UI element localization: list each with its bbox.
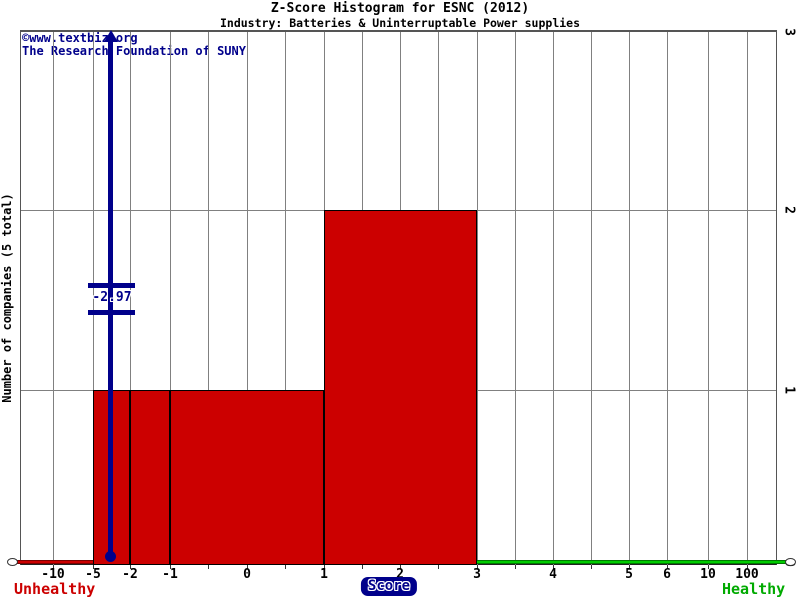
x-tick-label: 1 — [320, 567, 328, 582]
grid-line-vertical — [477, 32, 478, 565]
zscore-marker-bottom-cap — [88, 310, 135, 315]
axis-tick — [170, 565, 171, 569]
grid-line-vertical — [208, 32, 209, 565]
x-tick-label: 5 — [625, 567, 633, 582]
axis-tick — [324, 565, 325, 569]
axis-tick — [438, 565, 439, 569]
axis-tick — [667, 565, 668, 569]
grid-line-vertical — [591, 32, 592, 565]
x-tick-label: 4 — [549, 567, 557, 582]
axis-tick — [285, 565, 286, 569]
grid-line-vertical — [130, 32, 131, 565]
grid-line-vertical — [53, 32, 54, 565]
axis-tick — [362, 565, 363, 569]
y-tick-label: 1 — [781, 386, 797, 394]
grid-line-vertical — [515, 32, 516, 565]
axis-tick — [553, 565, 554, 569]
axis-tick — [247, 565, 248, 569]
grid-line-vertical — [285, 32, 286, 565]
x-tick-label: 3 — [473, 567, 481, 582]
grid-line-vertical — [170, 32, 171, 565]
x-tick-label: 10 — [700, 567, 716, 582]
x-tick-label: -10 — [41, 567, 65, 582]
chart-subtitle: Industry: Batteries & Uninterruptable Po… — [219, 16, 581, 30]
x-tick-label: -2 — [122, 567, 138, 582]
x-tick-label: 6 — [663, 567, 671, 582]
grid-line-vertical — [708, 32, 709, 565]
axis-tick — [515, 565, 516, 569]
axis-tick — [400, 565, 401, 569]
healthy-caption: Healthy — [722, 580, 786, 598]
x-tick-label: -1 — [162, 567, 178, 582]
grid-line-vertical — [667, 32, 668, 565]
x-tick-label: 100 — [735, 567, 759, 582]
chart-title: Z-Score Histogram for ESNC (2012) — [270, 1, 530, 16]
axis-tick — [208, 565, 209, 569]
x-tick-label: 0 — [243, 567, 251, 582]
y-tick-label: 3 — [781, 28, 797, 36]
grid-line-vertical — [93, 32, 94, 565]
zscore-marker-arrow-up-icon — [104, 30, 118, 42]
x-axis-title-badge: Score — [360, 577, 418, 596]
unhealthy-baseline-strip — [12, 560, 93, 564]
grid-line-vertical — [747, 32, 748, 565]
zscore-marker-value-label: -2.97 — [92, 290, 132, 305]
histogram-bar — [130, 390, 170, 565]
histogram-bar — [170, 390, 324, 565]
grid-line-vertical — [247, 32, 248, 565]
baseline-right-endpoint-marker — [785, 558, 796, 566]
histogram-bar — [324, 210, 477, 565]
axis-tick — [53, 565, 54, 569]
zscore-marker-top-cap — [88, 283, 135, 288]
y-tick-label: 2 — [781, 206, 797, 214]
axis-tick — [629, 565, 630, 569]
x-tick-label: -5 — [85, 567, 101, 582]
grid-line-vertical — [629, 32, 630, 565]
x-tick-label: 2 — [396, 567, 404, 582]
axis-tick — [708, 565, 709, 569]
baseline-left-endpoint-marker — [7, 558, 18, 566]
axis-tick — [93, 565, 94, 569]
zscore-marker-line — [108, 40, 113, 558]
unhealthy-caption: Unhealthy — [14, 580, 96, 598]
axis-tick — [130, 565, 131, 569]
healthy-baseline-strip — [477, 560, 787, 564]
grid-line-vertical — [553, 32, 554, 565]
axis-tick — [477, 565, 478, 569]
credit-foundation: The Research Foundation of SUNY — [22, 44, 246, 58]
axis-tick — [591, 565, 592, 569]
y-axis-title: Number of companies (5 total) — [0, 193, 14, 403]
zscore-marker-dot — [105, 551, 116, 562]
axis-tick — [747, 565, 748, 569]
